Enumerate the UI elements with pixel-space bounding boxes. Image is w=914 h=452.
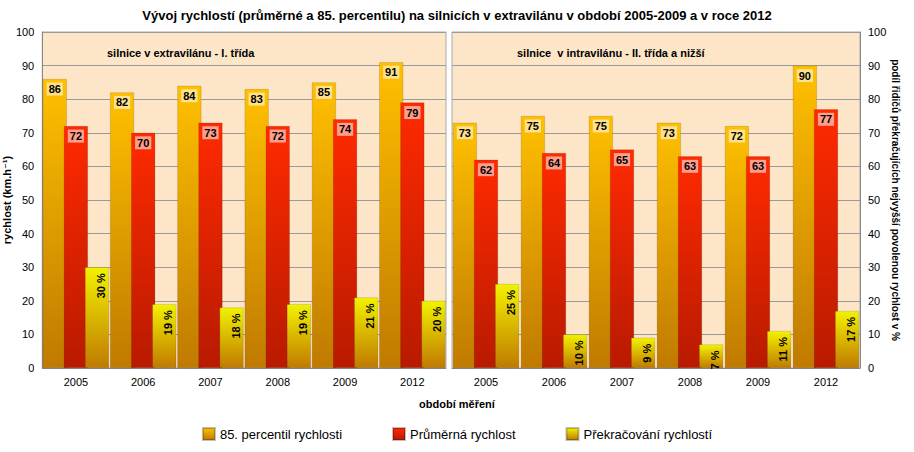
svg-text:10: 10 [22,328,34,340]
svg-text:63: 63 [752,160,764,172]
svg-text:70: 70 [22,127,34,139]
svg-text:podíl řidičů překračujících ne: podíl řidičů překračujících nejvyšší pov… [890,59,901,341]
svg-text:rychlost (km.h⁻¹): rychlost (km.h⁻¹) [1,156,13,245]
svg-text:21 %: 21 % [364,303,376,328]
svg-text:19 %: 19 % [297,310,309,335]
svg-text:19 %: 19 % [162,310,174,335]
svg-text:63: 63 [684,160,696,172]
svg-text:91: 91 [385,66,397,78]
svg-text:70: 70 [137,137,149,149]
svg-text:silnice v intravilánu - II. t: silnice v intravilánu - II. třída a nižš… [517,47,706,59]
svg-text:2012: 2012 [814,376,838,388]
svg-text:období měření: období měření [419,398,496,410]
svg-text:73: 73 [663,127,675,139]
svg-text:2005: 2005 [474,376,498,388]
svg-text:40: 40 [868,228,880,240]
svg-text:0: 0 [868,362,874,374]
svg-text:25 %: 25 % [505,290,517,315]
svg-text:20: 20 [22,295,34,307]
svg-text:30: 30 [22,261,34,273]
svg-text:18 %: 18 % [230,313,242,338]
svg-text:74: 74 [339,123,352,135]
svg-text:2007: 2007 [610,376,634,388]
svg-text:100: 100 [16,26,34,38]
svg-text:Překračování rychlostí: Překračování rychlostí [583,427,712,442]
svg-text:2007: 2007 [198,376,222,388]
svg-text:70: 70 [868,127,880,139]
svg-text:72: 72 [70,130,82,142]
svg-text:7 %: 7 % [709,350,721,369]
svg-text:17 %: 17 % [845,317,857,342]
svg-text:2009: 2009 [746,376,770,388]
svg-text:85: 85 [318,86,330,98]
svg-text:80: 80 [868,93,880,105]
svg-text:silnice v extravilánu - I. tří: silnice v extravilánu - I. třída [107,47,255,59]
svg-text:2009: 2009 [333,376,357,388]
svg-text:84: 84 [183,90,196,102]
svg-text:2006: 2006 [542,376,566,388]
svg-text:86: 86 [49,83,61,95]
svg-text:100: 100 [868,26,886,38]
svg-text:90: 90 [868,60,880,72]
svg-text:83: 83 [251,93,263,105]
svg-text:2008: 2008 [678,376,702,388]
svg-text:50: 50 [868,194,880,206]
svg-text:50: 50 [22,194,34,206]
svg-text:2008: 2008 [266,376,290,388]
svg-text:10 %: 10 % [573,340,585,365]
svg-text:75: 75 [527,120,539,132]
svg-text:75: 75 [595,120,607,132]
svg-text:73: 73 [459,127,471,139]
svg-text:85. percentil rychlosti: 85. percentil rychlosti [220,427,342,442]
svg-text:62: 62 [480,164,492,176]
svg-text:30 %: 30 % [95,273,107,298]
svg-text:60: 60 [868,160,880,172]
svg-text:9 %: 9 % [641,344,653,363]
svg-text:10: 10 [868,328,880,340]
svg-text:73: 73 [204,127,216,139]
svg-text:30: 30 [868,261,880,273]
svg-text:2006: 2006 [131,376,155,388]
svg-text:20 %: 20 % [431,307,443,332]
svg-text:80: 80 [22,93,34,105]
svg-text:2012: 2012 [400,376,424,388]
svg-text:72: 72 [731,130,743,142]
svg-text:Vývoj rychlostí (průměrné a 85: Vývoj rychlostí (průměrné a 85. percenti… [142,8,771,23]
svg-text:90: 90 [22,60,34,72]
svg-text:40: 40 [22,228,34,240]
svg-text:2005: 2005 [64,376,88,388]
svg-text:72: 72 [272,130,284,142]
svg-text:64: 64 [548,157,561,169]
svg-text:77: 77 [820,113,832,125]
svg-text:90: 90 [799,70,811,82]
svg-text:0: 0 [28,362,34,374]
svg-text:65: 65 [616,154,628,166]
svg-text:60: 60 [22,160,34,172]
svg-text:11 %: 11 % [777,337,789,362]
svg-text:20: 20 [868,295,880,307]
svg-text:79: 79 [406,107,418,119]
svg-text:82: 82 [116,96,128,108]
svg-text:Průměrná rychlost: Průměrná rychlost [410,427,516,442]
